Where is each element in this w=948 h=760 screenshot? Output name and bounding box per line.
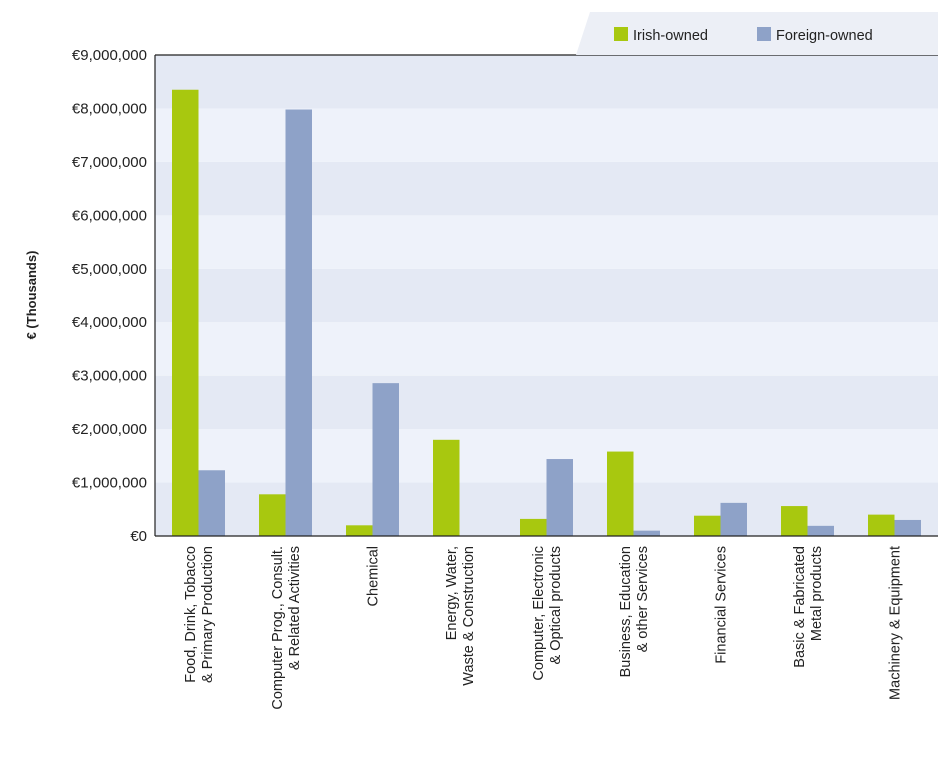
bar-foreign-owned	[372, 383, 399, 536]
bar-irish-owned	[694, 515, 721, 536]
x-tick-label: & Related Activities	[287, 546, 303, 670]
x-tick-label: & other Services	[635, 546, 651, 652]
y-tick-label: €0	[130, 528, 147, 545]
legend: Irish-owned Foreign-owned	[576, 12, 938, 55]
x-tick-label: Computer, Electronic	[531, 546, 547, 681]
bar-foreign-owned	[807, 525, 834, 536]
x-tick-label: & Primary Production	[200, 546, 216, 683]
y-tick-label: €7,000,000	[72, 154, 147, 171]
y-tick-label: €5,000,000	[72, 261, 147, 278]
bar-foreign-owned	[720, 502, 747, 536]
y-tick-label: €8,000,000	[72, 100, 147, 117]
grid-band	[155, 55, 938, 109]
y-tick-label: €2,000,000	[72, 421, 147, 438]
grid-band	[155, 108, 938, 162]
y-axis-label: € (Thousands)	[24, 251, 39, 340]
bar-foreign-owned	[894, 519, 921, 536]
grid-band	[155, 161, 938, 216]
x-tick-label: Chemical	[366, 546, 382, 606]
x-tick-label: Food, Drink, Tobacco	[183, 546, 199, 683]
bar-foreign-owned	[546, 459, 573, 536]
bar-foreign-owned	[285, 109, 312, 536]
bar-irish-owned	[781, 506, 808, 536]
y-axis-ticks: €0 €1,000,000 €2,000,000 €3,000,000 €4,000,0…	[72, 47, 147, 545]
legend-swatch	[614, 27, 628, 41]
bar-foreign-owned	[198, 470, 225, 536]
x-tick-label: Financial Services	[714, 546, 730, 664]
x-tick-label: Business, Education	[618, 546, 634, 677]
x-tick-label: Computer Prog., Consult.	[270, 546, 286, 710]
x-axis-categories: Food, Drink, Tobacco & Primary Production…	[183, 546, 904, 710]
grid-band	[155, 215, 938, 269]
bar-irish-owned	[433, 439, 460, 536]
bar-irish-owned	[868, 514, 895, 536]
y-tick-label: €9,000,000	[72, 47, 147, 64]
bar-group	[172, 89, 921, 536]
bar-foreign-owned	[633, 530, 660, 536]
bar-irish-owned	[520, 518, 547, 536]
grid-band	[155, 375, 938, 430]
legend-label: Foreign-owned	[776, 28, 873, 44]
x-tick-label: Metal products	[809, 546, 825, 641]
y-tick-label: €1,000,000	[72, 475, 147, 492]
x-tick-label: Basic & Fabricated	[792, 546, 808, 668]
y-tick-label: €3,000,000	[72, 368, 147, 385]
x-tick-label: Waste & Construction	[461, 546, 477, 686]
y-tick-label: €4,000,000	[72, 314, 147, 331]
y-tick-label: €6,000,000	[72, 207, 147, 224]
bar-irish-owned	[346, 525, 373, 536]
bar-irish-owned	[607, 451, 634, 536]
legend-swatch	[757, 27, 771, 41]
x-tick-label: & Optical products	[548, 546, 564, 664]
bar-irish-owned	[172, 89, 199, 536]
grid-band	[155, 322, 938, 376]
x-tick-label: Machinery & Equipment	[888, 546, 904, 700]
bar-irish-owned	[259, 494, 286, 536]
x-tick-label: Energy, Water,	[444, 546, 460, 640]
grid-band	[155, 268, 938, 323]
legend-label: Irish-owned	[633, 28, 708, 44]
